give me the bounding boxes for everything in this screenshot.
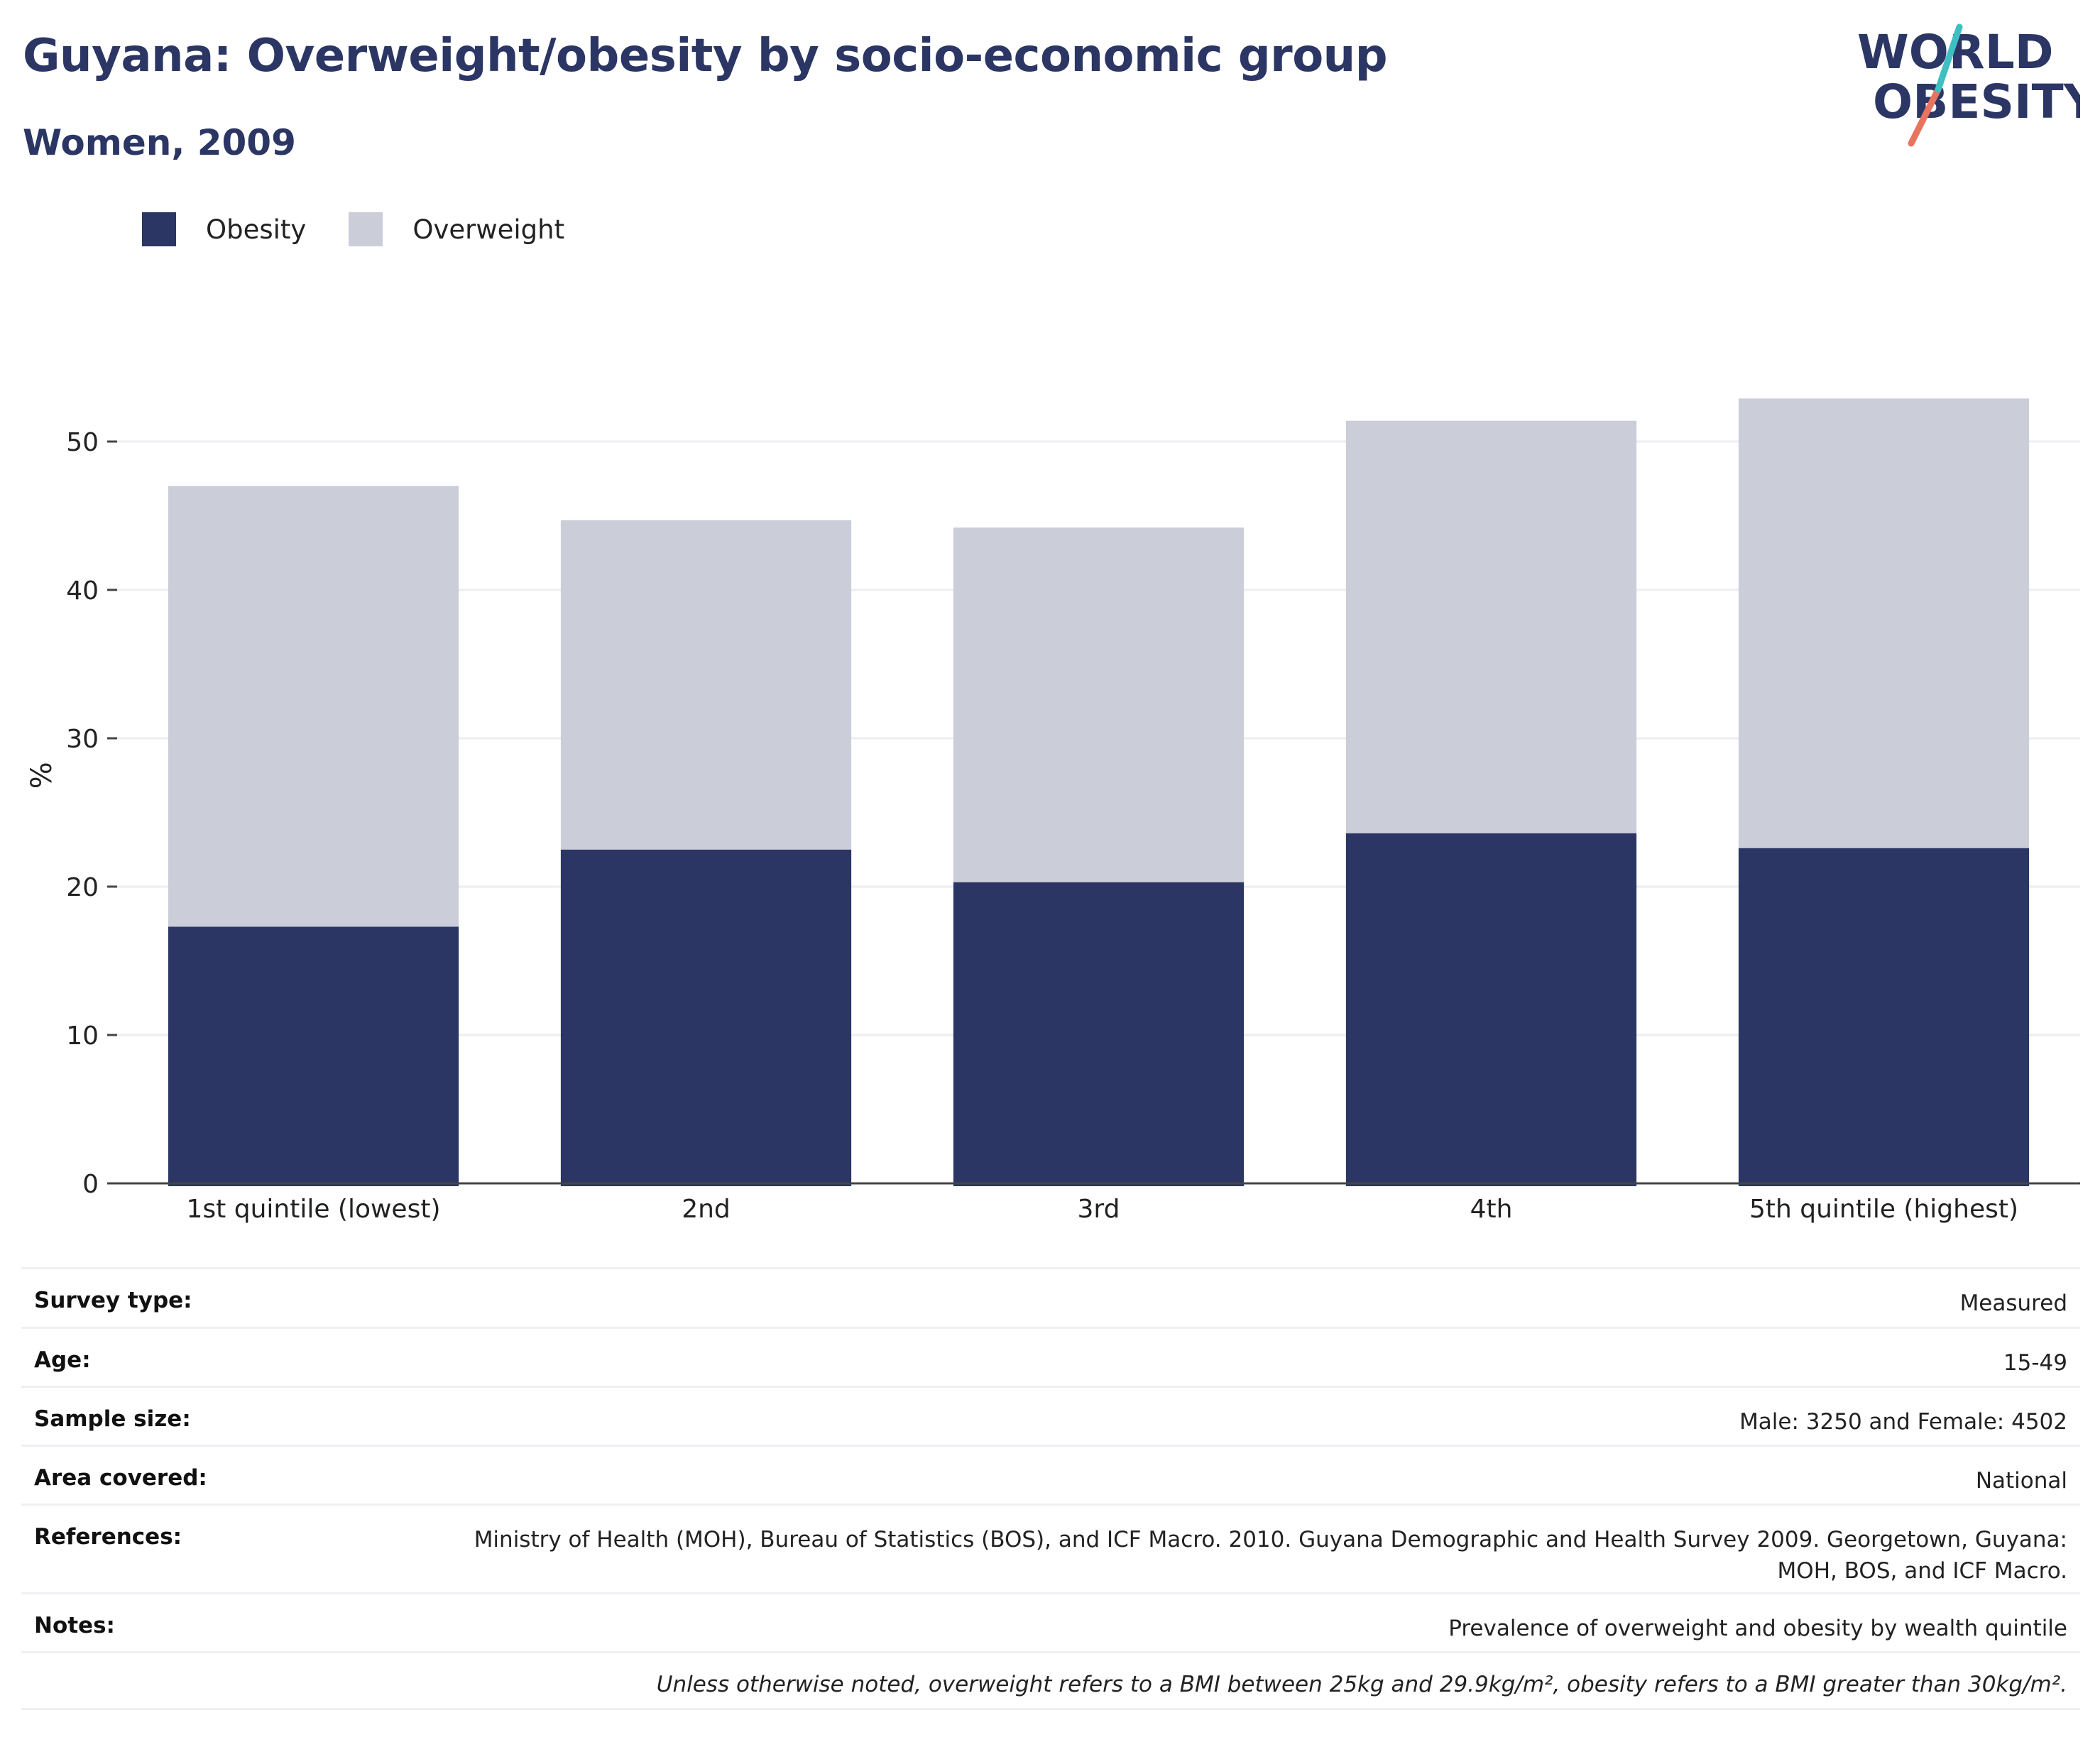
y-tick-label-0: 0 <box>82 1170 99 1199</box>
y-tick-label-20: 20 <box>66 873 99 902</box>
info-value-area-covered: National <box>1975 1468 2067 1494</box>
bar-obesity-3rd <box>953 882 1245 1186</box>
info-value-notes: Prevalence of overweight and obesity by … <box>1448 1616 2067 1641</box>
legend-swatch-overweight <box>349 212 383 246</box>
logo-line-2: OBESITY <box>1873 75 2080 129</box>
x-tick-label-1st-quintile-lowest: 1st quintile (lowest) <box>187 1195 441 1224</box>
info-key-survey-type: Survey type: <box>34 1288 192 1313</box>
x-tick-label-2nd: 2nd <box>682 1195 731 1224</box>
legend-label-overweight: Overweight <box>412 214 565 245</box>
y-tick-label-50: 50 <box>66 428 99 457</box>
info-key-age: Age: <box>34 1347 91 1373</box>
bar-chart: 0 10 20 30 40 50% 1st quintile (lowest) 2nd 3rd 4… <box>26 398 2080 1224</box>
info-row-references: References: Ministry of Health (MOH), Bu… <box>21 1504 2080 1592</box>
x-tick-label-3rd: 3rd <box>1078 1195 1120 1224</box>
chart-subtitle: Women, 2009 <box>23 122 296 163</box>
legend-label-obesity: Obesity <box>206 214 307 245</box>
info-key-references: References: <box>34 1524 182 1550</box>
logo-slash-coral <box>1908 86 1942 147</box>
x-tick-label-4th: 4th <box>1470 1195 1513 1224</box>
info-value-sample-size: Male: 3250 and Female: 4502 <box>1739 1409 2067 1435</box>
bar-overweight-5th-quintile-highest <box>1738 398 2030 848</box>
bar-obesity-2nd <box>560 849 852 1186</box>
world-obesity-logo: WORLD OBESITY <box>1857 23 2080 147</box>
info-row-notes: Notes: Prevalence of overweight and obes… <box>21 1592 2080 1651</box>
chart-legend: Obesity Overweight <box>142 212 607 247</box>
info-row-sample-size: Sample size: Male: 3250 and Female: 4502 <box>21 1386 2080 1445</box>
bar-obesity-5th-quintile-highest <box>1738 848 2030 1186</box>
bar-obesity-1st-quintile-lowest <box>168 926 459 1186</box>
info-key-notes: Notes: <box>34 1613 115 1638</box>
y-tick-label-30: 30 <box>66 725 99 754</box>
info-row-area-covered: Area covered: National <box>21 1445 2080 1504</box>
info-value-age: 15-49 <box>2003 1350 2067 1376</box>
footnote-text: Unless otherwise noted, overweight refer… <box>656 1672 2067 1697</box>
y-tick-label-10: 10 <box>66 1022 99 1051</box>
x-tick-label-5th-quintile-highest: 5th quintile (highest) <box>1749 1195 2018 1224</box>
chart-title: Guyana: Overweight/obesity by socio-econ… <box>23 30 1388 82</box>
y-axis-title: % <box>26 762 58 789</box>
bar-overweight-2nd <box>560 520 852 850</box>
info-row-age: Age: 15-49 <box>21 1327 2080 1386</box>
legend-item-overweight: Overweight <box>349 212 564 246</box>
logo-slash-teal <box>1935 23 1963 93</box>
legend-swatch-obesity <box>142 212 176 246</box>
info-row-survey-type: Survey type: Measured <box>21 1267 2080 1327</box>
y-tick-label-40: 40 <box>66 576 99 606</box>
info-key-sample-size: Sample size: <box>34 1406 191 1432</box>
bar-overweight-1st-quintile-lowest <box>168 486 459 927</box>
bar-obesity-4th <box>1345 833 1637 1186</box>
bar-overweight-4th <box>1345 420 1637 833</box>
info-value-references: Ministry of Health (MOH), Bureau of Stat… <box>474 1527 2067 1584</box>
survey-info-table: Survey type: Measured Age: 15-49 Sample … <box>21 1267 2080 1710</box>
bar-overweight-3rd <box>953 527 1245 882</box>
legend-item-obesity: Obesity <box>142 212 306 246</box>
info-key-area-covered: Area covered: <box>34 1465 207 1491</box>
info-row-footnote: Unless otherwise noted, overweight refer… <box>21 1651 2080 1710</box>
info-value-survey-type: Measured <box>1959 1291 2067 1316</box>
